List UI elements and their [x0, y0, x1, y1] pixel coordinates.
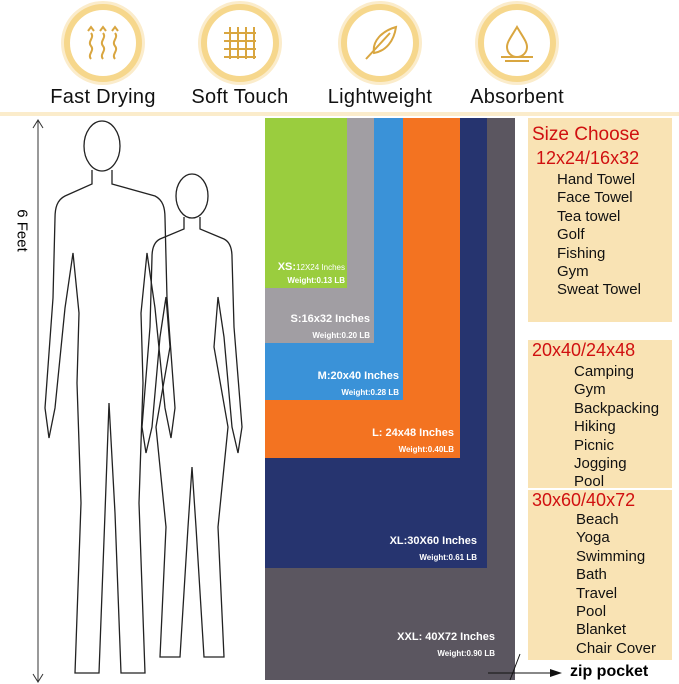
towel-l-label: L: 24x48 Inches Weight:0.40LB [372, 427, 454, 454]
human-silhouettes [44, 120, 243, 674]
use-item: Sweat Towel [557, 281, 641, 299]
size-text: 12X24 Inches [296, 263, 345, 272]
use-item: Hand Towel [557, 171, 636, 188]
use-item: Jogging [574, 455, 627, 473]
size-text: M:20x40 Inches [317, 370, 399, 382]
group-heading: 30x60/40x72 [532, 490, 636, 510]
use-item: Face Towel [557, 189, 633, 207]
weight-text: Weight:0.13 LB [287, 276, 345, 285]
use-item: Swimming [576, 547, 646, 565]
water-drop-icon [478, 4, 556, 82]
use-item: Hiking [574, 418, 616, 436]
size-text: XL:30X60 Inches [389, 535, 477, 547]
size-text: L: 24x48 Inches [372, 427, 454, 439]
zip-pocket-label: zip pocket [570, 663, 649, 680]
towel-xs: XS:12X24 Inches Weight:0.13 LB [265, 118, 347, 288]
group-heading: 20x40/24x48 [532, 340, 636, 360]
use-item: Backpacking [574, 399, 660, 417]
size-panel-large: 30x60/40x72 Beach Yoga Swimming Bath Tra… [528, 490, 672, 660]
use-item: Gym [557, 263, 589, 281]
weight-text: Weight:0.90 LB [437, 649, 495, 658]
male-figure [44, 120, 176, 674]
feature-absorbent: Absorbent [452, 0, 582, 109]
zip-pocket-arrow [488, 653, 562, 681]
towel-s-label: S:16x32 Inches Weight:0.20 LB [291, 313, 371, 340]
use-item: Fishing [557, 244, 606, 262]
feature-label: Absorbent [470, 86, 564, 108]
use-item: Yoga [576, 529, 610, 547]
feature-lightweight: Lightweight [315, 0, 445, 109]
weight-text: Weight:0.61 LB [419, 553, 477, 562]
size-panel-small: Size Choose 12x24/16x32 Hand Towel Face … [528, 118, 672, 322]
use-item: Travel [576, 584, 618, 602]
size-text: XXL: 40X72 Inches [397, 631, 495, 643]
group-heading: 12x24/16x32 [536, 148, 640, 168]
use-list: Camping Gym Backpacking Hiking Picnic Jo… [528, 363, 672, 492]
weight-text: Weight:0.40LB [398, 445, 454, 454]
size-text: S:16x32 Inches [290, 313, 371, 325]
towel-m-label: M:20x40 Inches Weight:0.28 LB [318, 370, 399, 397]
use-item: Beach [576, 511, 619, 528]
use-item: Pool [574, 473, 605, 491]
feature-label: Soft Touch [191, 86, 289, 108]
divider [0, 112, 679, 116]
female-figure [141, 173, 243, 658]
use-item: Gym [574, 381, 606, 399]
fabric-grid-icon [201, 4, 279, 82]
use-item: Chair Cover [576, 639, 657, 657]
weight-text: Weight:0.20 LB [312, 331, 370, 340]
towel-xxl-label: XXL: 40X72 Inches Weight:0.90 LB [397, 631, 495, 658]
use-item: Blanket [576, 621, 627, 639]
size-prefix: XS: [277, 261, 297, 273]
size-choose-title: Size Choose [532, 124, 640, 145]
use-item: Bath [576, 566, 607, 584]
weight-text: Weight:0.28 LB [341, 388, 399, 397]
feature-fast-drying: Fast Drying [38, 0, 168, 109]
towel-xl-label: XL:30X60 Inches Weight:0.61 LB [390, 535, 477, 562]
heat-waves-icon [64, 4, 142, 82]
use-item: Tea towel [557, 207, 621, 225]
feature-soft-touch: Soft Touch [175, 0, 305, 109]
height-label: 6 Feet [13, 209, 31, 252]
size-panel-medium: 20x40/24x48 Camping Gym Backpacking Hiki… [528, 340, 672, 490]
feather-icon [341, 4, 419, 82]
feature-label: Lightweight [327, 86, 433, 108]
towel-xs-label: XS:12X24 Inches Weight:0.13 LB [278, 261, 345, 285]
height-arrow [32, 119, 44, 683]
use-item: Golf [557, 226, 585, 244]
use-item: Picnic [574, 436, 615, 454]
feature-label: Fast Drying [50, 86, 156, 108]
use-list: Hand Towel Face Towel Tea towel Golf Fis… [528, 171, 672, 300]
use-list: Beach Yoga Swimming Bath Travel Pool Bla… [528, 511, 672, 658]
use-item: Pool [576, 603, 607, 621]
use-item: Camping [574, 363, 635, 380]
